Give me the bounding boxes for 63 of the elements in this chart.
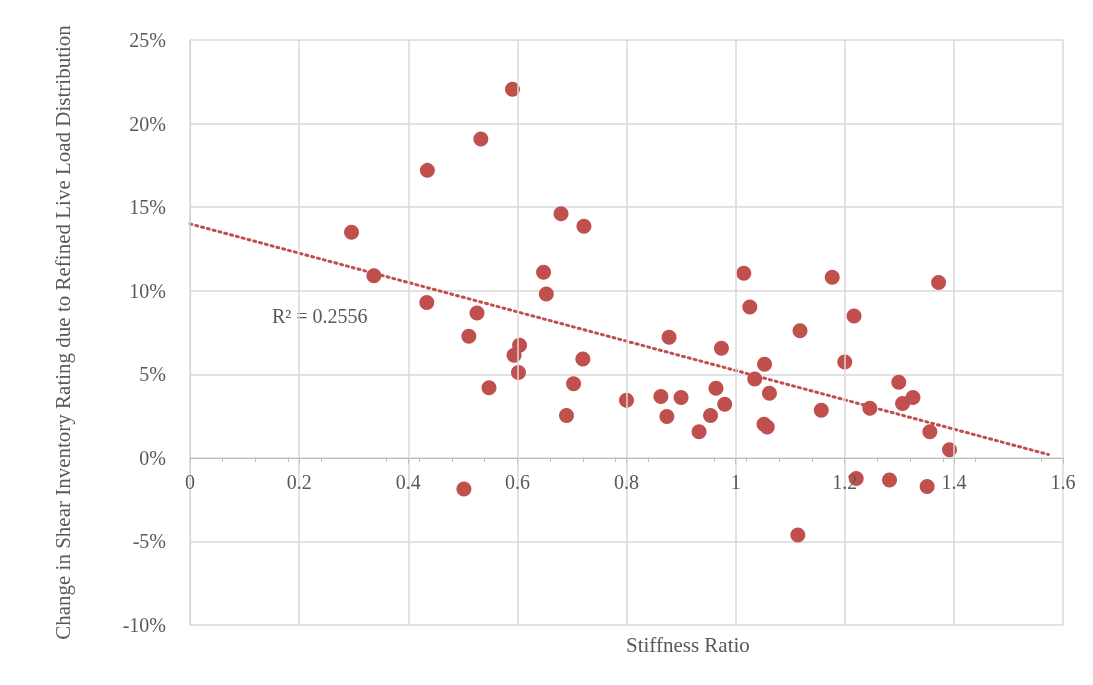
point	[717, 396, 733, 412]
point	[344, 224, 360, 240]
point	[742, 299, 758, 315]
point	[919, 478, 935, 494]
point	[559, 408, 574, 424]
point	[481, 380, 497, 396]
point	[461, 328, 477, 344]
point	[792, 323, 808, 339]
point	[882, 472, 897, 488]
x-tick-label: 0.4	[395, 470, 421, 493]
x-tick-label: 0.6	[504, 470, 530, 493]
y-tick-label: -10%	[122, 614, 166, 636]
point	[846, 308, 862, 324]
point	[473, 131, 489, 147]
point	[469, 305, 485, 321]
y-tick-label: -5%	[132, 530, 166, 553]
x-tick-label: 0.8	[614, 470, 639, 493]
y-tick-label: 25%	[129, 29, 166, 51]
point	[931, 275, 947, 291]
annotation: R² = 0.2556	[272, 305, 368, 327]
y-tick-label: 0%	[139, 446, 166, 469]
y-axis-title: Change in Shear Inventory Rating due to Refined Live Load Distribution	[51, 24, 75, 640]
x-tick-label: 1	[730, 470, 741, 493]
x-tick-label: 0	[185, 470, 195, 493]
point	[922, 424, 938, 440]
y-tick-label: 5%	[139, 363, 166, 386]
point	[536, 264, 552, 280]
point	[366, 268, 382, 284]
point	[813, 402, 829, 418]
point	[736, 265, 752, 281]
x-tick-label: 1.2	[832, 470, 858, 493]
y-tick-label: 20%	[129, 112, 166, 135]
point	[456, 481, 472, 497]
point	[576, 218, 592, 234]
point	[708, 380, 724, 396]
x-axis-title: Stiffness Ratio	[626, 632, 750, 657]
x-tick-label: 1.6	[1050, 470, 1076, 493]
point	[862, 400, 878, 416]
point	[891, 374, 907, 390]
point	[575, 351, 591, 367]
point	[419, 162, 435, 178]
point	[824, 269, 840, 285]
point	[747, 371, 763, 387]
x-tick-label: 1.4	[941, 470, 967, 493]
y-tick-label: 15%	[129, 196, 166, 219]
point	[895, 396, 911, 412]
point	[790, 527, 806, 543]
point	[691, 424, 707, 440]
point	[504, 81, 520, 97]
point	[703, 408, 719, 424]
y-tick-label: 10%	[129, 279, 166, 302]
point	[538, 286, 554, 302]
point	[713, 340, 729, 356]
point	[659, 409, 675, 425]
point	[553, 206, 569, 222]
point	[673, 390, 689, 406]
point	[761, 385, 777, 401]
point	[661, 329, 677, 345]
point	[566, 376, 582, 392]
point	[653, 389, 669, 405]
point	[757, 356, 773, 372]
x-tick-label: 0.2	[286, 470, 312, 493]
point	[419, 294, 435, 310]
